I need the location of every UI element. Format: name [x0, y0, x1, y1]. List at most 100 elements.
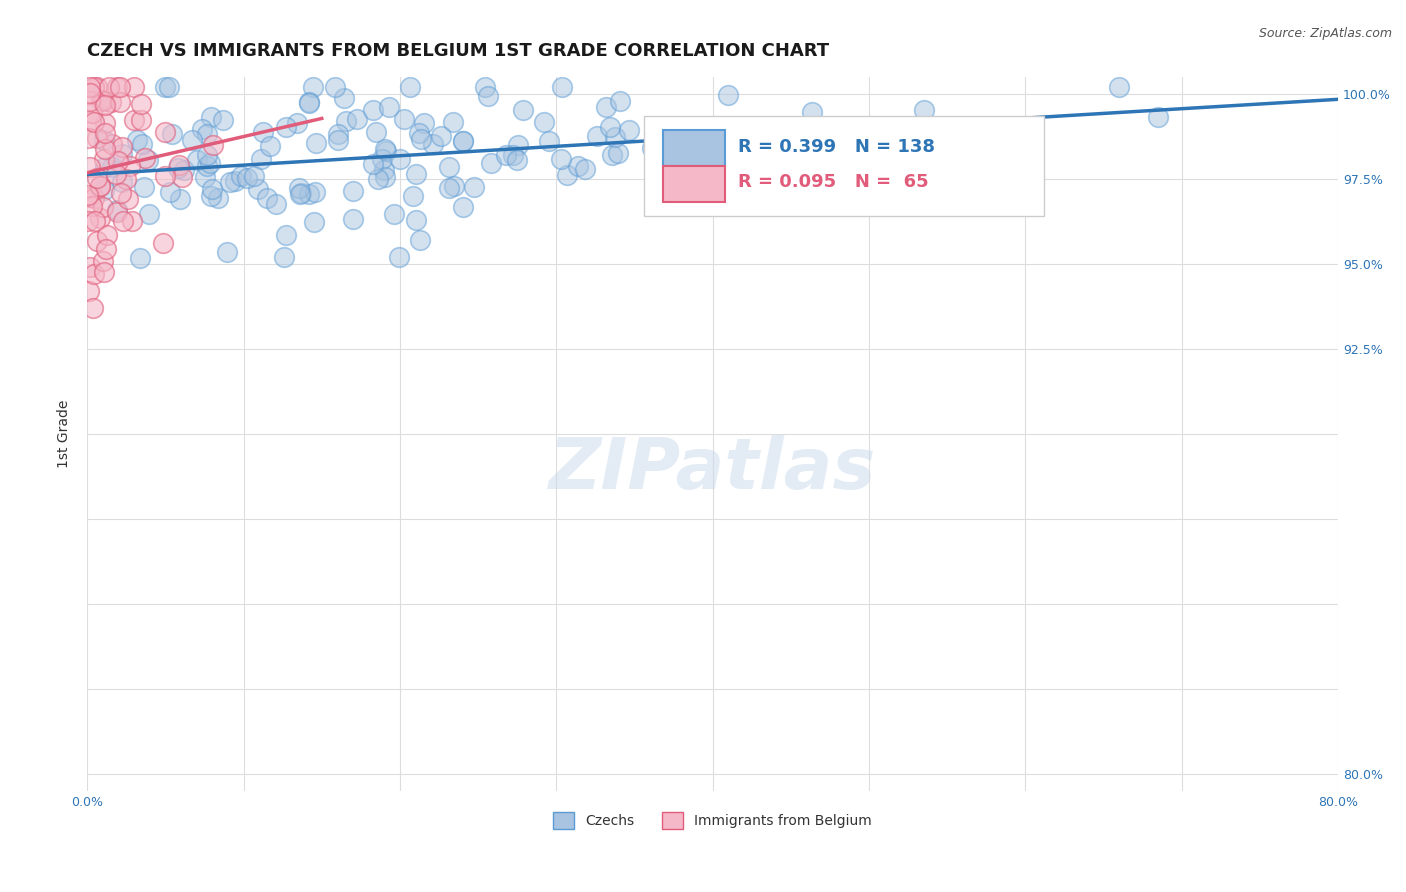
Czechs: [274, 120, 297, 135]
Immigrants from Belgium: [94, 242, 117, 256]
Immigrants from Belgium: [108, 95, 131, 109]
Czechs: [200, 110, 222, 124]
Czechs: [533, 115, 555, 129]
Immigrants from Belgium: [79, 79, 101, 94]
Czechs: [212, 112, 235, 127]
Czechs: [326, 133, 349, 147]
Legend: Czechs, Immigrants from Belgium: Czechs, Immigrants from Belgium: [548, 806, 877, 834]
Immigrants from Belgium: [94, 126, 117, 140]
Czechs: [181, 132, 204, 146]
Czechs: [398, 80, 420, 95]
Immigrants from Belgium: [105, 205, 128, 219]
Czechs: [304, 215, 326, 229]
Czechs: [600, 148, 623, 162]
Czechs: [374, 169, 396, 184]
Czechs: [335, 113, 357, 128]
Immigrants from Belgium: [76, 214, 98, 228]
Czechs: [302, 79, 325, 94]
FancyBboxPatch shape: [644, 116, 1045, 216]
Immigrants from Belgium: [97, 79, 120, 94]
Czechs: [259, 138, 281, 153]
Czechs: [912, 103, 935, 118]
Czechs: [276, 228, 298, 243]
Czechs: [609, 94, 631, 108]
Czechs: [370, 152, 392, 166]
Czechs: [683, 149, 706, 163]
Immigrants from Belgium: [152, 235, 174, 250]
Czechs: [872, 130, 894, 145]
Text: CZECH VS IMMIGRANTS FROM BELGIUM 1ST GRADE CORRELATION CHART: CZECH VS IMMIGRANTS FROM BELGIUM 1ST GRA…: [87, 42, 830, 60]
Czechs: [105, 203, 128, 218]
Czechs: [287, 181, 309, 195]
Immigrants from Belgium: [93, 152, 115, 166]
Immigrants from Belgium: [91, 94, 114, 108]
Text: ZIPatlas: ZIPatlas: [548, 435, 876, 504]
Czechs: [229, 169, 252, 183]
Czechs: [197, 127, 219, 141]
Czechs: [409, 233, 432, 247]
Immigrants from Belgium: [91, 254, 114, 268]
Immigrants from Belgium: [84, 214, 107, 228]
Czechs: [93, 183, 115, 197]
Czechs: [717, 87, 740, 102]
Czechs: [235, 171, 257, 186]
Czechs: [463, 180, 485, 194]
Czechs: [451, 135, 474, 149]
Czechs: [285, 116, 308, 130]
FancyBboxPatch shape: [662, 166, 725, 202]
Czechs: [101, 160, 124, 174]
Czechs: [550, 152, 572, 166]
Text: Source: ZipAtlas.com: Source: ZipAtlas.com: [1258, 27, 1392, 40]
Czechs: [304, 186, 326, 200]
Immigrants from Belgium: [108, 79, 131, 94]
Czechs: [607, 145, 630, 160]
Czechs: [413, 116, 436, 130]
Czechs: [127, 133, 149, 147]
Immigrants from Belgium: [100, 95, 122, 110]
Immigrants from Belgium: [77, 284, 100, 298]
Czechs: [405, 167, 427, 181]
Immigrants from Belgium: [79, 94, 101, 108]
Immigrants from Belgium: [94, 142, 117, 156]
Czechs: [599, 120, 621, 135]
Czechs: [388, 250, 411, 264]
Czechs: [422, 137, 444, 152]
Czechs: [173, 163, 195, 178]
Czechs: [451, 134, 474, 148]
Czechs: [167, 161, 190, 175]
Czechs: [93, 133, 115, 147]
Czechs: [169, 192, 191, 206]
Czechs: [159, 185, 181, 199]
Czechs: [512, 103, 534, 117]
Czechs: [160, 127, 183, 141]
Czechs: [474, 79, 496, 94]
Czechs: [408, 126, 430, 140]
Czechs: [392, 112, 415, 126]
Czechs: [246, 182, 269, 196]
Czechs: [250, 152, 273, 166]
Czechs: [323, 79, 346, 94]
Czechs: [346, 112, 368, 126]
Czechs: [709, 124, 731, 138]
Czechs: [495, 148, 517, 162]
Immigrants from Belgium: [93, 264, 115, 278]
Czechs: [374, 142, 396, 156]
Czechs: [669, 142, 692, 156]
Immigrants from Belgium: [86, 234, 108, 248]
Czechs: [373, 163, 395, 178]
Immigrants from Belgium: [80, 106, 103, 120]
Immigrants from Belgium: [86, 79, 108, 94]
Immigrants from Belgium: [122, 112, 145, 127]
Immigrants from Belgium: [105, 167, 128, 181]
Czechs: [595, 100, 617, 114]
Czechs: [305, 136, 328, 150]
Czechs: [603, 130, 626, 145]
Immigrants from Belgium: [105, 79, 128, 94]
Czechs: [925, 124, 948, 138]
Czechs: [451, 200, 474, 214]
Immigrants from Belgium: [110, 186, 132, 200]
Czechs: [479, 155, 502, 169]
Czechs: [648, 158, 671, 172]
Czechs: [194, 169, 217, 184]
Czechs: [252, 125, 274, 139]
